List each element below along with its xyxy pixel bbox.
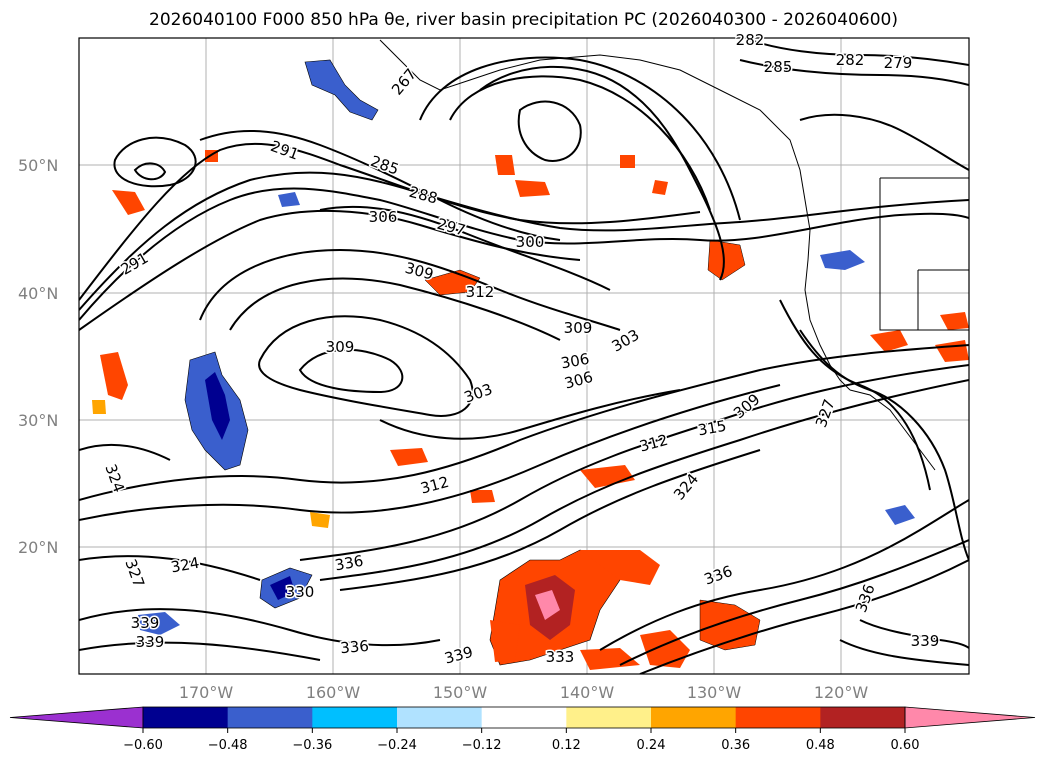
lon-label-130w: 130°W [687,683,742,702]
contour-label: 282 [736,31,765,49]
colorbar-swatch [566,707,652,728]
lon-label-150w: 150°W [433,683,488,702]
lat-label-20n: 20°N [18,538,58,557]
colorbar-extend-right [904,706,1036,729]
colorbar-swatch [481,707,567,728]
coastline [379,39,969,471]
colorbar-tick-label: −0.36 [292,738,332,753]
lat-label-30n: 30°N [18,411,58,430]
contour-label: 339 [136,633,165,651]
colorbar-swatch [227,707,313,728]
lon-label-170w: 170°W [179,683,234,702]
contour-label: 339 [131,614,160,632]
colorbar-tick-label: 0.60 [891,738,920,753]
colorbar-swatch [820,707,906,728]
colorbar-tick-label: 0.36 [721,738,750,753]
contour-label: 300 [516,233,545,251]
colorbar-tick-label: 0.24 [637,738,666,753]
contour-label: 306 [559,350,590,373]
precip-fill [92,59,969,670]
contour-label: 339 [911,632,940,650]
colorbar-swatch [143,707,229,728]
lon-label-160w: 160°W [306,683,361,702]
colorbar-tick-label: −0.60 [123,738,163,753]
map-border [78,37,970,675]
colorbar-swatch [651,707,737,728]
lat-label-40n: 40°N [18,284,58,303]
lat-label-50n: 50°N [18,156,58,175]
colorbar-tick-label: −0.24 [377,738,417,753]
colorbar-swatch [312,707,398,728]
contour-label: 333 [546,648,575,666]
contour-label: 279 [884,54,913,72]
contour-label: 309 [326,338,355,356]
colorbar-tick-label: 0.12 [552,738,581,753]
colorbar-border [142,706,906,729]
contour-label: 285 [764,58,793,76]
colorbar-tick-label: −0.12 [462,738,502,753]
contour-label: 306 [369,208,398,226]
lon-label-120w: 120°W [814,683,869,702]
colorbar-swatch [397,707,483,728]
contour-label: 312 [466,283,495,301]
colorbar-extend-left [9,706,144,729]
colorbar-tick-label: 0.48 [806,738,835,753]
contour-label: 336 [340,637,370,657]
contour-label: 282 [836,51,865,69]
colorbar-ticks: −0.60 −0.48 −0.36 −0.24 −0.12 0.12 0.24 0.36 0.4… [123,728,919,753]
lon-label-140w: 140°W [560,683,615,702]
colorbar-swatch [735,707,821,728]
contour-label: 330 [286,583,315,601]
colorbar-tick-label: −0.48 [208,738,248,753]
map-title: 2026040100 F000 850 hPa θe, river basin … [149,10,898,30]
contour-label: 309 [564,319,593,337]
theta-e-contours [79,39,969,674]
colorbar [9,706,1036,729]
